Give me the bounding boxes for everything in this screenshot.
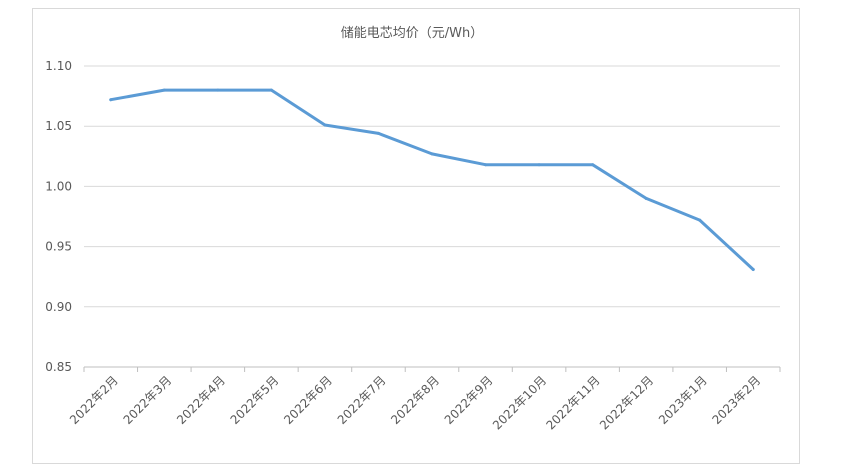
y-axis-ticks: 0.85 0.90 0.95 1.00 1.05 1.10 — [45, 59, 72, 374]
y-tick-label: 0.90 — [45, 300, 72, 314]
data-point — [430, 152, 434, 156]
data-point — [162, 88, 166, 92]
grid-layer — [83, 65, 781, 372]
data-point — [751, 267, 755, 271]
data-point — [376, 131, 380, 135]
data-point — [644, 196, 648, 200]
x-tick-label: 2022年2月 — [67, 373, 121, 427]
x-tick-label: 2022年8月 — [388, 373, 442, 427]
data-point — [698, 218, 702, 222]
data-point — [537, 163, 541, 167]
chart-title: 储能电芯均价（元/Wh） — [341, 26, 483, 41]
x-tick-label: 2022年7月 — [335, 373, 389, 427]
series-line-0 — [109, 88, 755, 271]
x-tick-label: 2023年2月 — [709, 373, 763, 427]
x-tick-label: 2022年9月 — [442, 373, 496, 427]
y-tick-label: 0.95 — [45, 240, 72, 254]
data-point — [323, 123, 327, 127]
x-tick-label: 2022年11月 — [543, 373, 602, 432]
x-tick-label: 2022年10月 — [490, 373, 549, 432]
x-tick-label: 2022年3月 — [121, 373, 175, 427]
data-point — [269, 88, 273, 92]
y-tick-label: 0.85 — [45, 360, 72, 374]
y-tick-label: 1.10 — [45, 59, 72, 73]
x-tick-label: 2023年1月 — [656, 373, 710, 427]
data-point — [109, 98, 113, 102]
chart-frame — [32, 8, 800, 464]
x-tick-label: 2022年4月 — [174, 373, 228, 427]
x-axis-ticks: 2022年2月 2022年3月 2022年4月 2022年5月 2022年6月 2022年… — [67, 373, 763, 432]
series-layer — [109, 88, 755, 271]
data-point — [216, 88, 220, 92]
x-tick-label: 2022年12月 — [597, 373, 656, 432]
data-point — [484, 163, 488, 167]
x-tick-label: 2022年6月 — [281, 373, 335, 427]
y-tick-label: 1.05 — [45, 119, 72, 133]
data-point — [591, 163, 595, 167]
x-tick-label: 2022年5月 — [228, 373, 282, 427]
y-tick-label: 1.00 — [45, 179, 72, 193]
